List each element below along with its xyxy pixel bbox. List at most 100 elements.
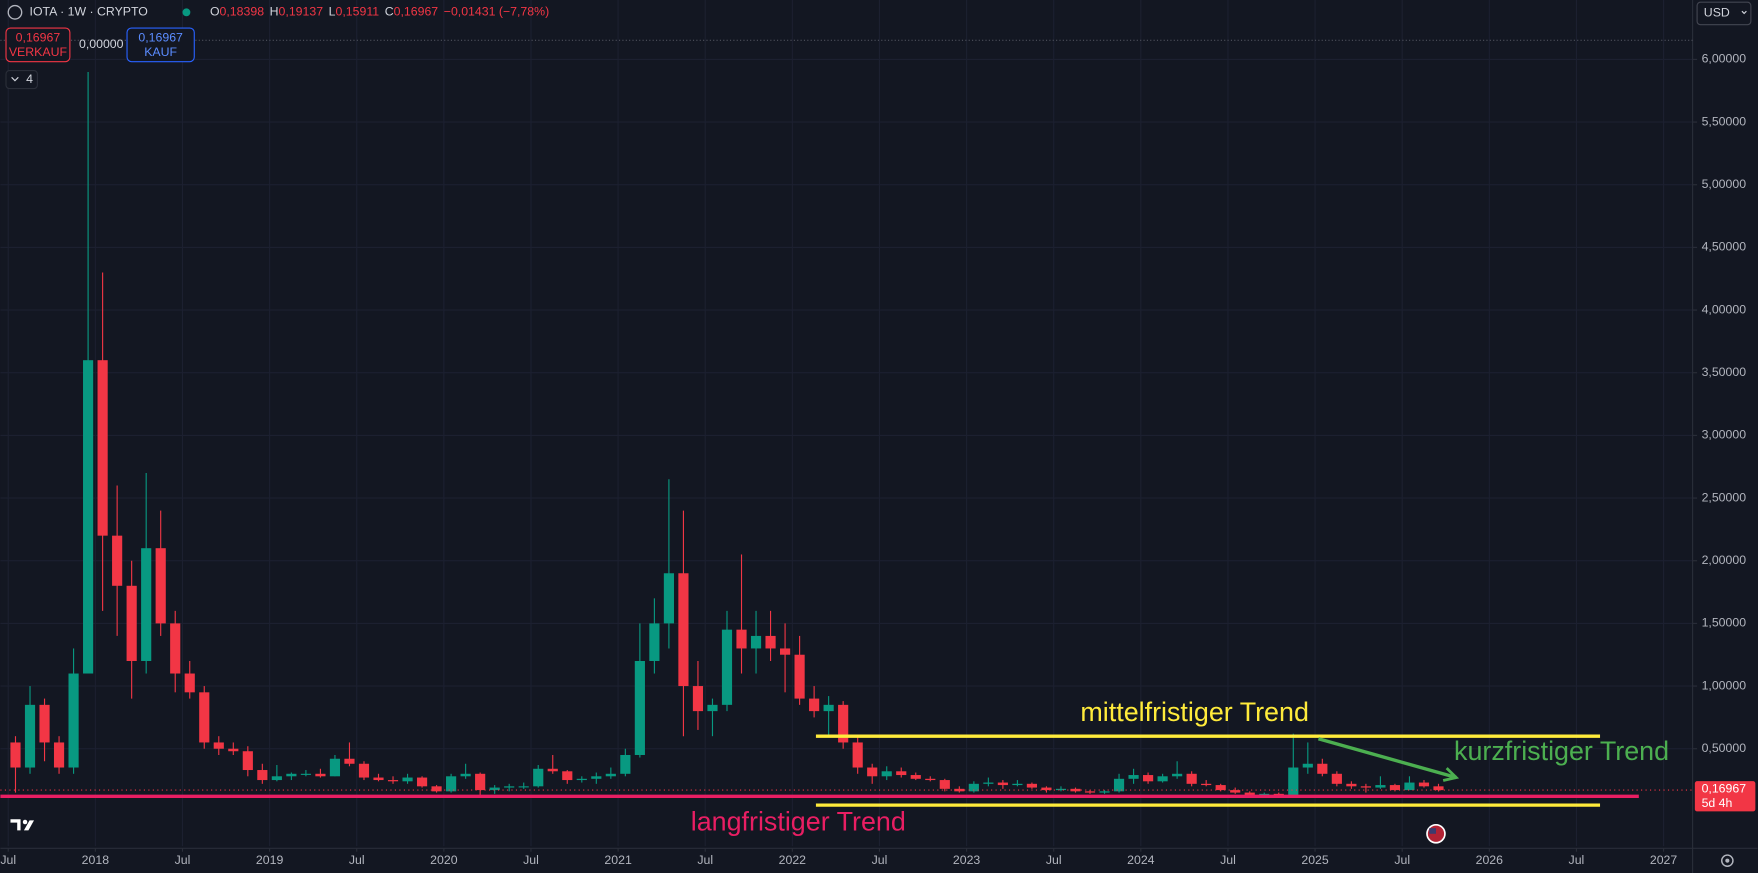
candle-body (1113, 778, 1125, 792)
candle-body (170, 623, 181, 674)
candle-body (373, 777, 384, 781)
candle-body (155, 548, 166, 624)
candle-body (402, 777, 413, 782)
symbol-title[interactable]: IOTA · 1W · CRYPTO (30, 5, 148, 19)
candle-body (779, 648, 791, 655)
candle-body (1012, 783, 1023, 786)
x-tick-label: Jul (1046, 853, 1062, 867)
ohlc-key: O (210, 5, 220, 19)
candle-body (83, 360, 94, 674)
candle-body (1389, 785, 1401, 791)
candle-body (765, 635, 776, 649)
plot-area (0, 0, 1693, 847)
currency-button[interactable] (1696, 1, 1752, 26)
candle-body (1346, 783, 1357, 787)
candle-body (475, 773, 486, 791)
candle-body (1172, 773, 1183, 777)
candle-body (387, 780, 399, 782)
y-tick-label: 5,50000 (1702, 114, 1747, 128)
buy-price: 0,16967 (138, 30, 183, 44)
trend-label: kurzfristiger Trend (1454, 736, 1669, 766)
candle-body (1215, 785, 1226, 791)
x-tick-label: 2021 (604, 853, 632, 867)
y-tick-label: 5,00000 (1702, 177, 1747, 191)
x-tick-label: 2018 (82, 853, 110, 867)
candle-body (446, 776, 457, 792)
x-tick-label: 2020 (430, 853, 458, 867)
trend-label: langfristiger Trend (691, 806, 906, 836)
candle-body (24, 704, 36, 768)
y-tick-label: 1,00000 (1702, 678, 1747, 692)
candle-body (823, 704, 834, 712)
chevron-icon (1741, 10, 1747, 15)
candle-body (925, 778, 936, 781)
candle-body (576, 778, 587, 781)
candle-body (649, 623, 660, 661)
candle-body (983, 782, 994, 784)
candle-body (39, 704, 50, 743)
x-tick-label: Jul (175, 853, 191, 867)
candle-body (591, 776, 602, 779)
candle-body (286, 773, 297, 777)
candle-body (1302, 763, 1313, 768)
indicator-toggle[interactable] (5, 70, 38, 90)
y-tick-label: 2,00000 (1702, 553, 1747, 567)
candle-body (97, 360, 108, 536)
event-flag-icon (1429, 828, 1436, 834)
y-tick-label: 6,00000 (1702, 52, 1747, 66)
candle-body (1331, 773, 1342, 784)
candle-body (1288, 767, 1299, 796)
ohlc-value: 0,19137 (279, 5, 324, 19)
candle-body (1201, 783, 1212, 786)
price-tag-countdown: 5d 4h (1702, 796, 1733, 810)
trend-line (1317, 737, 1457, 780)
ohlc-values: O 0,18398 H 0,19137 L 0,15911 C 0,16967 −0,01431… (210, 5, 549, 19)
candle-body (329, 758, 341, 777)
x-tick-label: Jul (697, 853, 713, 867)
status-dot (182, 8, 191, 17)
settings-icon[interactable] (1721, 854, 1734, 868)
ohlc-value: 0,16967 (394, 5, 439, 19)
y-tick-label: 4,00000 (1702, 302, 1747, 316)
candle-body (271, 776, 282, 781)
candle-body (547, 768, 558, 772)
sell-button[interactable] (5, 27, 71, 63)
candle-body (605, 773, 616, 777)
candle-body (692, 686, 704, 712)
candle-body (1055, 788, 1067, 791)
x-tick-label: 2019 (256, 853, 284, 867)
candle-body (112, 535, 123, 586)
x-tick-label: Jul (349, 853, 365, 867)
x-tick-label: 2027 (1650, 853, 1678, 867)
trend-label: mittelfristiger Trend (1080, 697, 1309, 727)
candle-body (1099, 791, 1110, 793)
arrow-head (1442, 767, 1460, 782)
symbol-icon (7, 4, 23, 20)
candle-body (1404, 782, 1415, 791)
candle-body (881, 771, 892, 777)
candle-body (184, 673, 195, 693)
candle-body (199, 692, 210, 743)
price-change: −0,01431 (−7,78%) (444, 5, 549, 19)
y-tick-label: 4,50000 (1702, 240, 1747, 254)
candle-body (1375, 785, 1386, 788)
candle-body (562, 771, 573, 781)
x-tick-label: 2026 (1476, 853, 1504, 867)
candle-body (504, 786, 515, 788)
ohlc-key: L (329, 5, 336, 19)
buy-button[interactable] (126, 27, 195, 63)
candle-body (126, 585, 137, 661)
candle-body (1433, 786, 1444, 791)
candle-body (489, 787, 500, 791)
candle-body (1143, 775, 1154, 782)
y-tick-label: 3,00000 (1702, 428, 1747, 442)
candle-body (1026, 783, 1038, 788)
x-tick-label: Jul (0, 853, 16, 867)
candle-body (10, 742, 21, 768)
candle-body (634, 660, 645, 755)
candle-body (750, 635, 762, 649)
candle-body (1041, 787, 1052, 791)
y-tick-label: 0,50000 (1702, 741, 1747, 755)
spread: 0,00000 (79, 37, 124, 51)
